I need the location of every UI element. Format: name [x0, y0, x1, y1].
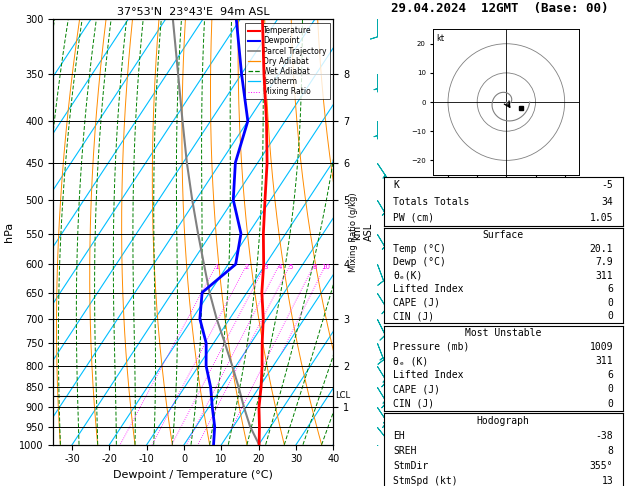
Text: StmSpd (kt): StmSpd (kt) — [393, 476, 458, 486]
Text: 1009: 1009 — [589, 342, 613, 352]
Text: Hodograph: Hodograph — [477, 416, 530, 426]
Text: K: K — [393, 180, 399, 191]
Text: CAPE (J): CAPE (J) — [393, 298, 440, 308]
Text: 2: 2 — [245, 264, 249, 270]
Text: CIN (J): CIN (J) — [393, 312, 435, 321]
Text: Most Unstable: Most Unstable — [465, 328, 542, 338]
Text: 6: 6 — [607, 370, 613, 380]
Y-axis label: hPa: hPa — [4, 222, 14, 242]
Y-axis label: km
ASL: km ASL — [352, 223, 374, 241]
Text: Lifted Index: Lifted Index — [393, 370, 464, 380]
Text: Dewp (°C): Dewp (°C) — [393, 257, 446, 267]
Text: 0: 0 — [607, 384, 613, 395]
Text: -5: -5 — [601, 180, 613, 191]
Text: CAPE (J): CAPE (J) — [393, 384, 440, 395]
Text: 7.9: 7.9 — [596, 257, 613, 267]
Text: Lifted Index: Lifted Index — [393, 284, 464, 295]
Text: θₑ (K): θₑ (K) — [393, 356, 428, 366]
Text: 311: 311 — [596, 271, 613, 281]
Text: 8: 8 — [312, 264, 316, 270]
Text: Pressure (mb): Pressure (mb) — [393, 342, 470, 352]
Text: 29.04.2024  12GMT  (Base: 00): 29.04.2024 12GMT (Base: 00) — [391, 1, 609, 15]
Text: LCL: LCL — [335, 391, 350, 400]
Text: Mixing Ratio (g/kg): Mixing Ratio (g/kg) — [349, 192, 358, 272]
Text: 34: 34 — [601, 197, 613, 207]
Text: Temp (°C): Temp (°C) — [393, 243, 446, 254]
Text: 1: 1 — [214, 264, 219, 270]
Legend: Temperature, Dewpoint, Parcel Trajectory, Dry Adiabat, Wet Adiabat, Isotherm, Mi: Temperature, Dewpoint, Parcel Trajectory… — [245, 23, 330, 99]
Text: 311: 311 — [596, 356, 613, 366]
X-axis label: Dewpoint / Temperature (°C): Dewpoint / Temperature (°C) — [113, 470, 274, 480]
Text: 3: 3 — [264, 264, 268, 270]
Text: 10: 10 — [321, 264, 331, 270]
Text: PW (cm): PW (cm) — [393, 213, 435, 223]
Text: EH: EH — [393, 431, 405, 441]
Text: 20.1: 20.1 — [589, 243, 613, 254]
Text: 0: 0 — [607, 399, 613, 409]
Title: 37°53'N  23°43'E  94m ASL: 37°53'N 23°43'E 94m ASL — [117, 7, 270, 17]
Text: kt: kt — [437, 34, 445, 43]
Text: 1.05: 1.05 — [589, 213, 613, 223]
Text: θₑ(K): θₑ(K) — [393, 271, 423, 281]
Text: CIN (J): CIN (J) — [393, 399, 435, 409]
Text: -38: -38 — [596, 431, 613, 441]
Text: 6: 6 — [607, 284, 613, 295]
Text: 13: 13 — [601, 476, 613, 486]
Text: Totals Totals: Totals Totals — [393, 197, 470, 207]
Text: StmDir: StmDir — [393, 461, 428, 471]
Text: 355°: 355° — [589, 461, 613, 471]
Text: 0: 0 — [607, 298, 613, 308]
Text: 5: 5 — [288, 264, 292, 270]
Text: SREH: SREH — [393, 446, 417, 456]
Text: 0: 0 — [607, 312, 613, 321]
Text: Surface: Surface — [482, 230, 524, 240]
Text: 4: 4 — [277, 264, 282, 270]
Text: 8: 8 — [607, 446, 613, 456]
